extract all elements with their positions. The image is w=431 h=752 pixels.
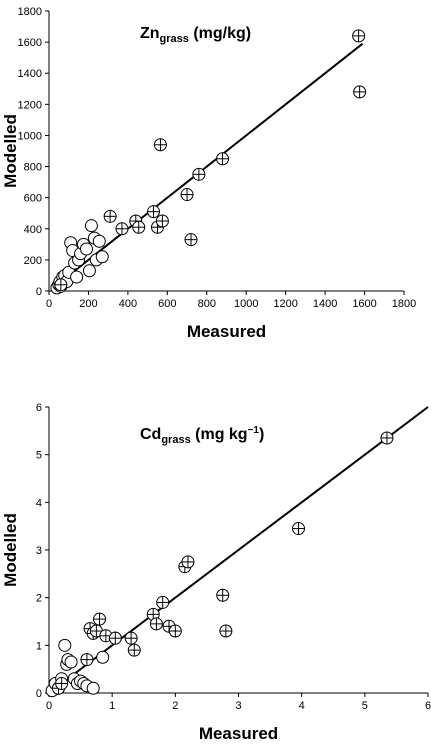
zn-x-tick-label: 800 (198, 298, 216, 310)
zn-fit-line (55, 42, 364, 287)
cd-point-plus (216, 588, 230, 602)
zn-scatter-chart: 0 200 400 600 800 1000 1200 1400 1600 1800 0 200 400… (1, 6, 416, 341)
cd-x-tick-label: 2 (172, 700, 178, 712)
cd-point-plus (127, 643, 141, 657)
zn-x-tick-label: 1600 (352, 298, 376, 310)
cd-point-plus (156, 595, 170, 609)
cd-chart-panel: 0 1 2 3 4 5 6 0 1 2 3 4 5 6 Measured Modelled Cdgrass (m… (0, 376, 431, 752)
cd-x-tick-label: 1 (109, 700, 115, 712)
zn-point-open (70, 270, 84, 284)
cd-point-plus (219, 624, 233, 638)
zn-x-tick-label: 1800 (392, 298, 416, 310)
zn-y-tick-label: 1800 (18, 6, 42, 18)
zn-point-open (79, 242, 93, 256)
zn-point-plus (147, 205, 161, 219)
cd-point-plus (292, 522, 306, 536)
cd-point-plus (93, 612, 107, 626)
zn-point-plus (155, 214, 169, 228)
cd-point-open (64, 655, 78, 669)
zn-point-open (84, 219, 98, 233)
cd-scatter-chart: 0 1 2 3 4 5 6 0 1 2 3 4 5 6 Measured Modelled Cdgrass (m… (1, 402, 431, 743)
zn-y-tick-label: 800 (24, 162, 42, 174)
cd-x-axis-title: Measured (199, 724, 278, 743)
zn-point-open (82, 264, 96, 278)
zn-x-tick-label: 200 (79, 298, 97, 310)
cd-point-plus (168, 624, 182, 638)
cd-point-plus (89, 624, 103, 638)
cd-point-plus (181, 555, 195, 569)
cd-point-open (58, 638, 72, 652)
cd-y-tick-label: 0 (36, 688, 42, 700)
zn-x-tick-label: 1400 (313, 298, 337, 310)
zn-y-tick-label: 0 (36, 286, 42, 298)
zn-y-tick-label: 1000 (18, 130, 42, 142)
zn-point-plus (153, 138, 167, 152)
zn-y-tick-label: 1200 (18, 99, 42, 111)
zn-point-plus (216, 152, 230, 166)
zn-y-tick-label: 1600 (18, 37, 42, 49)
cd-y-tick-label: 2 (36, 593, 42, 605)
zn-x-tick-label: 1200 (273, 298, 297, 310)
cd-point-open (86, 681, 100, 695)
cd-y-tick-label: 3 (36, 545, 42, 557)
zn-x-tick-label: 600 (158, 298, 176, 310)
cd-point-open (96, 650, 110, 664)
cd-y-axis-title: Modelled (1, 513, 20, 587)
zn-x-axis-title: Measured (187, 322, 266, 341)
cd-point-plus (108, 631, 122, 645)
zn-point-open (92, 234, 106, 248)
zn-point-plus (103, 209, 117, 223)
cd-x-tick-label: 4 (299, 700, 305, 712)
cd-point-plus (55, 676, 69, 690)
zn-point-plus (192, 167, 206, 181)
cd-point-plus (380, 431, 394, 445)
cd-point-plus (124, 631, 138, 645)
zn-x-tick-label: 0 (46, 298, 52, 310)
cd-x-tick-label: 6 (425, 700, 431, 712)
zn-point-plus (132, 220, 146, 234)
cd-y-tick-label: 6 (36, 402, 42, 414)
cd-chart-title: Cdgrass (mg kg−1) (140, 425, 264, 446)
cd-y-tick-label: 1 (36, 640, 42, 652)
zn-point-open (95, 250, 109, 264)
cd-x-tick-label: 3 (235, 700, 241, 712)
zn-point-plus (54, 278, 68, 292)
cd-point-plus (80, 653, 94, 667)
cd-x-tick-label: 0 (46, 700, 52, 712)
zn-y-tick-label: 200 (24, 255, 42, 267)
zn-y-axis-title: Modelled (1, 114, 20, 188)
zn-point-plus (180, 188, 194, 202)
cd-y-tick-label: 5 (36, 450, 42, 462)
cd-y-tick-label: 4 (36, 497, 42, 509)
zn-chart-title: Zngrass (mg/kg) (140, 25, 251, 45)
zn-y-tick-label: 600 (24, 193, 42, 205)
zn-y-tick-label: 1400 (18, 68, 42, 80)
zn-y-tick-label: 400 (24, 224, 42, 236)
zn-x-tick-label: 400 (119, 298, 137, 310)
zn-point-plus (353, 85, 367, 99)
cd-point-plus (149, 617, 163, 631)
zn-x-tick-label: 1000 (234, 298, 258, 310)
cd-point-plus (146, 607, 160, 621)
zn-chart-panel: 0 200 400 600 800 1000 1200 1400 1600 1800 0 200 400… (1, 6, 416, 341)
zn-point-plus (352, 29, 366, 43)
zn-point-plus (115, 222, 129, 236)
cd-x-tick-label: 5 (362, 700, 368, 712)
cd-fit-line (48, 406, 429, 694)
zn-point-plus (184, 233, 198, 247)
